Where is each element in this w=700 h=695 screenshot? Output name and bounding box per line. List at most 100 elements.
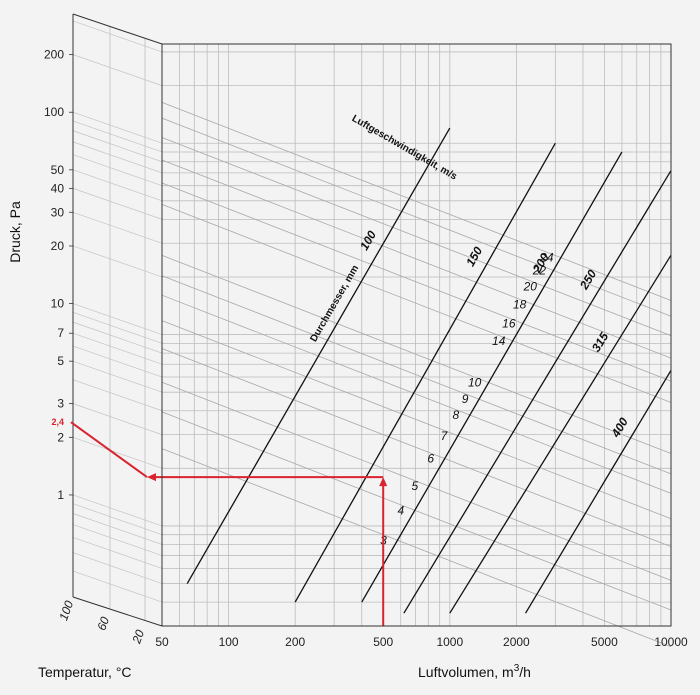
velocity-label-4: 4 — [397, 503, 404, 517]
velocity-line — [161, 255, 672, 454]
grid — [161, 44, 672, 626]
temperature-guide-line — [72, 303, 163, 335]
velocity-label-6: 6 — [427, 452, 434, 466]
temperature-guide-line — [72, 312, 163, 344]
temperature-guide-line — [72, 524, 163, 556]
x-tick-label: 50 — [155, 635, 169, 649]
velocity-line — [161, 411, 672, 611]
x-tick-label: 200 — [285, 635, 305, 649]
temperature-guide-line — [72, 513, 163, 545]
temperature-tick-label: 60 — [94, 615, 112, 633]
y-tick-label: 2 — [57, 430, 64, 444]
y-tick-label: 30 — [51, 205, 65, 219]
velocity-line — [161, 137, 672, 337]
velocity-line — [161, 117, 672, 317]
velocity-label-20: 20 — [523, 279, 538, 293]
velocity-line — [161, 448, 672, 648]
example-left-arrowhead — [147, 473, 156, 482]
temperature-guide-line — [72, 20, 163, 53]
temperature-guide-line — [72, 503, 163, 536]
temperature-guide-line — [72, 120, 163, 153]
velocity-line — [161, 102, 672, 301]
temperature-tick-label: 20 — [129, 628, 147, 647]
velocity-line — [161, 182, 672, 382]
diameter-line-400 — [524, 370, 671, 614]
temperature-axis-title: Temperatur, °C — [38, 664, 132, 680]
axes: 50 100 200 500 1000 2000 5000 10000 200 100 50 40 30… — [44, 43, 688, 649]
temperature-guide-line — [72, 321, 163, 354]
velocity-label-9: 9 — [462, 392, 469, 406]
velocity-line — [161, 320, 672, 520]
x-tick-label: 5000 — [591, 635, 618, 649]
velocity-line — [161, 294, 672, 494]
y-tick-label: 200 — [44, 48, 64, 62]
y-tick-label: 10 — [51, 297, 65, 311]
velocity-line — [161, 203, 672, 403]
temperature-guide-line — [72, 111, 163, 144]
velocity-line — [161, 381, 672, 581]
y-tick-label: 3 — [57, 397, 64, 411]
velocity-label-24: 24 — [539, 251, 554, 265]
y-tick-label: 1 — [57, 488, 64, 502]
velocity-line — [161, 348, 672, 548]
temperature-guide-line — [72, 437, 163, 469]
example-path: 2,4 — [51, 417, 388, 626]
temperature-panel: 100 60 20 — [56, 13, 163, 647]
temperature-guide-line — [72, 211, 163, 244]
temperature-guide-line — [72, 154, 163, 187]
diameter-line-315 — [449, 254, 671, 614]
temperature-guide-line — [72, 552, 163, 584]
y-tick-label: 100 — [44, 105, 64, 119]
plot-border — [161, 43, 672, 627]
temperature-guide-line — [72, 188, 163, 220]
plot-area — [162, 44, 671, 626]
velocity-label-14: 14 — [492, 334, 506, 348]
velocity-label-22: 22 — [532, 263, 547, 277]
y-axis-title: Druck, Pa — [7, 201, 23, 263]
y-tick-label: 20 — [51, 239, 65, 253]
y-tick-label: 50 — [51, 163, 65, 177]
velocity-label-8: 8 — [453, 408, 460, 422]
velocity-line — [161, 159, 672, 359]
diameter-line-150 — [294, 142, 556, 603]
x-tick-label: 2000 — [503, 635, 530, 649]
temperature-guide-line — [72, 169, 163, 202]
y-tick-label: 40 — [51, 181, 65, 195]
temperature-bottom-edge — [72, 596, 163, 627]
temperature-guide-line — [72, 379, 163, 412]
x-tick-label: 500 — [373, 635, 393, 649]
velocity-line — [161, 275, 672, 475]
example-pressure-label: 2,4 — [51, 417, 64, 427]
temperature-guide-line — [72, 54, 163, 86]
temperature-guide-line — [72, 345, 163, 378]
y-tick-label: 5 — [57, 354, 64, 368]
diameter-line-250 — [403, 170, 671, 614]
velocity-label-10: 10 — [468, 376, 482, 390]
velocity-label-18: 18 — [513, 298, 527, 312]
x-tick-label: 10000 — [654, 635, 688, 649]
temperature-guide-line — [72, 332, 163, 365]
velocity-label-16: 16 — [502, 316, 516, 330]
temperature-guide-line — [72, 403, 163, 435]
temperature-guide-line — [72, 360, 163, 393]
temperature-top-edge — [72, 13, 163, 45]
x-tick-label: 1000 — [436, 635, 463, 649]
temperature-guide-line — [72, 130, 163, 163]
x-axis-title: Luftvolumen, m3/h — [418, 663, 531, 680]
temperature-guide-line — [72, 537, 163, 569]
temperature-guide-line — [72, 570, 163, 603]
velocity-label-7: 7 — [441, 429, 449, 443]
velocity-label-5: 5 — [411, 479, 418, 493]
temperature-panel-bg — [73, 14, 162, 626]
diameter-line-200 — [361, 151, 623, 603]
y-tick-label: 7 — [57, 326, 64, 340]
x-tick-label: 100 — [219, 635, 239, 649]
velocity-lines: 345678910141618202224 — [161, 102, 672, 648]
temperature-tick-label: 100 — [56, 599, 76, 623]
diameter-line-100 — [186, 127, 451, 584]
example-up-arrowhead — [379, 477, 388, 487]
example-corrected-line — [70, 421, 148, 478]
temperature-guide-line — [72, 245, 163, 278]
temperature-guide-line — [72, 141, 163, 174]
